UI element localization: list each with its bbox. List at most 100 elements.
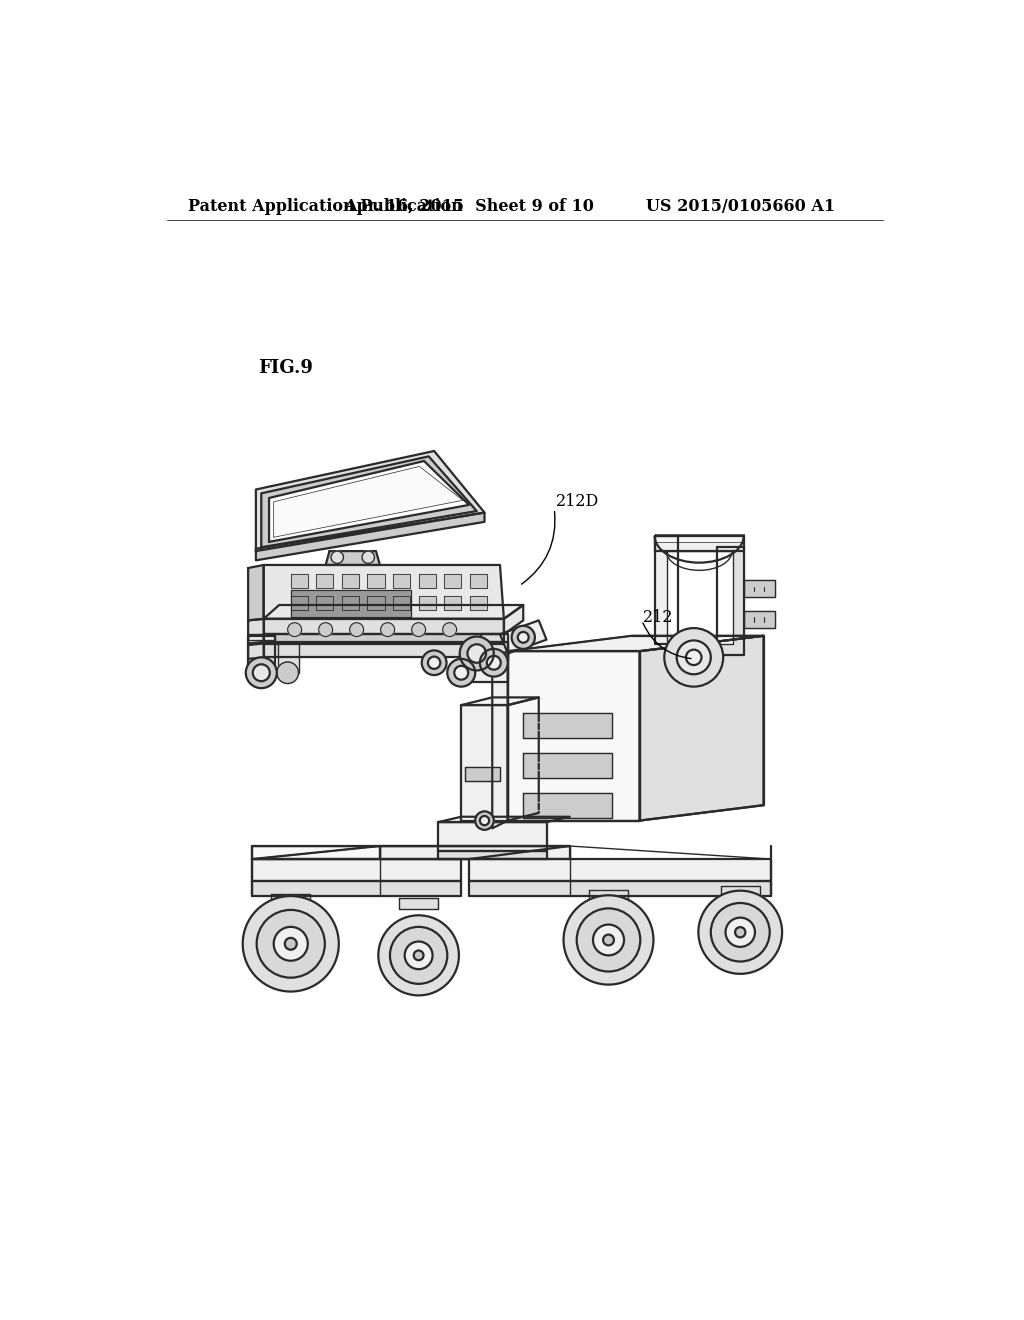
Polygon shape	[261, 457, 477, 548]
Polygon shape	[256, 512, 484, 560]
Circle shape	[276, 663, 299, 684]
Polygon shape	[444, 574, 461, 589]
Circle shape	[257, 909, 325, 978]
Circle shape	[480, 649, 508, 677]
Polygon shape	[477, 642, 508, 665]
Polygon shape	[589, 890, 628, 902]
Polygon shape	[399, 898, 438, 909]
Polygon shape	[523, 752, 612, 779]
Polygon shape	[342, 574, 359, 589]
Text: US 2015/0105660 A1: US 2015/0105660 A1	[646, 198, 835, 215]
Polygon shape	[419, 595, 435, 610]
Polygon shape	[438, 817, 569, 822]
FancyArrowPatch shape	[521, 512, 555, 585]
Polygon shape	[291, 574, 308, 589]
Polygon shape	[368, 574, 385, 589]
Circle shape	[455, 665, 468, 680]
Polygon shape	[461, 697, 539, 705]
Polygon shape	[508, 636, 764, 651]
Text: 212: 212	[643, 609, 674, 626]
Circle shape	[577, 908, 640, 972]
Circle shape	[475, 812, 494, 830]
Circle shape	[735, 927, 745, 937]
Text: Patent Application Publication: Patent Application Publication	[188, 198, 463, 215]
Circle shape	[422, 651, 446, 675]
Circle shape	[563, 895, 653, 985]
Polygon shape	[248, 565, 263, 620]
Polygon shape	[248, 642, 263, 659]
Polygon shape	[263, 605, 523, 619]
Polygon shape	[523, 793, 612, 818]
Circle shape	[412, 623, 426, 636]
Polygon shape	[480, 635, 508, 663]
Polygon shape	[444, 595, 461, 610]
Polygon shape	[461, 665, 508, 682]
Polygon shape	[504, 605, 523, 635]
Polygon shape	[316, 574, 334, 589]
Polygon shape	[393, 595, 410, 610]
Polygon shape	[269, 461, 469, 543]
Polygon shape	[655, 535, 744, 543]
Polygon shape	[248, 636, 275, 673]
Polygon shape	[252, 859, 461, 880]
Text: Apr. 16, 2015  Sheet 9 of 10: Apr. 16, 2015 Sheet 9 of 10	[344, 198, 594, 215]
Circle shape	[665, 628, 723, 686]
Polygon shape	[380, 846, 569, 859]
Polygon shape	[469, 880, 771, 896]
Polygon shape	[419, 574, 435, 589]
Circle shape	[362, 552, 375, 564]
Circle shape	[677, 640, 711, 675]
Polygon shape	[316, 595, 334, 610]
Circle shape	[686, 649, 701, 665]
Polygon shape	[744, 611, 775, 628]
Polygon shape	[263, 565, 504, 619]
Polygon shape	[278, 642, 299, 673]
Polygon shape	[248, 635, 275, 640]
Circle shape	[698, 891, 782, 974]
Polygon shape	[721, 886, 760, 898]
Polygon shape	[465, 767, 500, 780]
Polygon shape	[744, 581, 775, 597]
Polygon shape	[263, 619, 504, 635]
Polygon shape	[461, 705, 508, 821]
Polygon shape	[640, 636, 764, 821]
Circle shape	[486, 656, 501, 669]
Polygon shape	[252, 846, 569, 859]
Circle shape	[447, 659, 475, 686]
Circle shape	[273, 927, 308, 961]
Polygon shape	[263, 642, 508, 657]
Polygon shape	[717, 548, 744, 655]
Polygon shape	[256, 451, 484, 552]
Polygon shape	[263, 635, 504, 644]
Polygon shape	[271, 894, 310, 906]
Polygon shape	[291, 590, 411, 618]
Polygon shape	[655, 536, 678, 644]
Circle shape	[603, 935, 614, 945]
Circle shape	[381, 623, 394, 636]
Polygon shape	[508, 697, 539, 821]
Polygon shape	[470, 574, 486, 589]
Polygon shape	[273, 466, 463, 537]
Polygon shape	[470, 595, 486, 610]
Polygon shape	[667, 552, 732, 644]
Polygon shape	[493, 651, 508, 829]
Circle shape	[243, 896, 339, 991]
Circle shape	[593, 924, 624, 956]
Polygon shape	[500, 620, 547, 653]
Circle shape	[285, 939, 297, 949]
Circle shape	[460, 636, 494, 671]
Circle shape	[390, 927, 447, 983]
Polygon shape	[508, 651, 640, 821]
Circle shape	[467, 644, 486, 663]
Circle shape	[318, 623, 333, 636]
Circle shape	[253, 664, 270, 681]
FancyArrowPatch shape	[643, 623, 691, 659]
Circle shape	[726, 917, 755, 946]
Polygon shape	[655, 536, 744, 552]
Polygon shape	[291, 595, 308, 610]
Circle shape	[480, 816, 489, 825]
Circle shape	[414, 950, 424, 960]
Polygon shape	[342, 595, 359, 610]
Polygon shape	[523, 713, 612, 738]
Polygon shape	[393, 574, 410, 589]
